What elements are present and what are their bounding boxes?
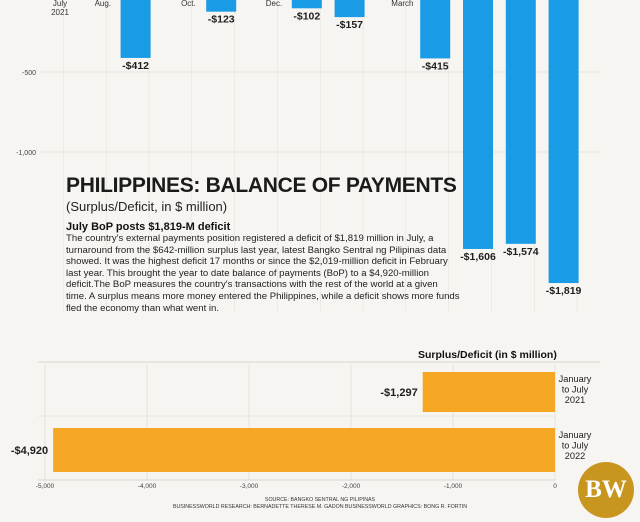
ytd-chart-title: Surplus/Deficit (in $ million) bbox=[418, 349, 557, 361]
bar-value-label: -$1,819 bbox=[546, 285, 582, 297]
bar-value-label: -$102 bbox=[293, 10, 320, 22]
businessworld-logo: BW bbox=[578, 462, 634, 518]
article-headline: July BoP posts $1,819-M deficit bbox=[66, 221, 231, 233]
x-tick-label: -5,000 bbox=[36, 483, 55, 490]
bar-value-label: -$1,606 bbox=[460, 251, 496, 263]
ytd-bar bbox=[422, 372, 555, 412]
ytd-bar-value-label: -$4,920 bbox=[11, 445, 48, 457]
x-tick-label: -4,000 bbox=[138, 483, 157, 490]
article-body: The country's external payments position… bbox=[66, 233, 460, 314]
y-tick-label: -1,000 bbox=[16, 150, 36, 157]
x-tick-label: 0 bbox=[553, 483, 557, 490]
x-tick-label: Aug. bbox=[95, 0, 111, 8]
y-tick-label: -500 bbox=[22, 70, 36, 77]
x-tick-label: July 2021 bbox=[51, 0, 69, 17]
x-tick-label: -2,000 bbox=[342, 483, 361, 490]
bar bbox=[463, 0, 493, 249]
bar bbox=[420, 0, 451, 59]
chart-subtitle: (Surplus/Deficit, in $ million) bbox=[66, 199, 228, 214]
x-tick-label: Dec. bbox=[266, 0, 282, 8]
bar bbox=[505, 0, 536, 244]
ytd-category-label: January to July 2022 bbox=[559, 430, 592, 461]
x-tick-label: -3,000 bbox=[240, 483, 259, 490]
bar bbox=[548, 0, 579, 284]
x-tick-label: Oct. bbox=[181, 0, 196, 8]
ytd-bar bbox=[53, 428, 555, 472]
ytd-category-label: January to July 2021 bbox=[559, 374, 592, 405]
ytd-bar-value-label: -$1,297 bbox=[380, 387, 417, 399]
bar-value-label: -$1,574 bbox=[503, 246, 539, 258]
bar bbox=[206, 0, 237, 12]
bar bbox=[120, 0, 151, 58]
bar-value-label: -$415 bbox=[422, 60, 449, 72]
bar-value-label: -$412 bbox=[122, 60, 149, 72]
x-tick-label: March bbox=[391, 0, 413, 8]
source-line: SOURCE: BANGKO SENTRAL NG PILIPINAS bbox=[264, 497, 376, 503]
bar-value-label: -$123 bbox=[208, 14, 235, 26]
x-tick-label: -1,000 bbox=[444, 483, 463, 490]
bar-value-label: -$157 bbox=[336, 19, 363, 31]
chart-title: PHILIPPINES: BALANCE OF PAYMENTS bbox=[66, 174, 457, 197]
credits-line: BUSINESSWORLD RESEARCH: BERNADETTE THERE… bbox=[172, 504, 468, 510]
source-credits: SOURCE: BANGKO SENTRAL NG PILIPINAS BUSI… bbox=[0, 497, 640, 511]
bar bbox=[334, 0, 365, 18]
bar bbox=[291, 0, 322, 9]
